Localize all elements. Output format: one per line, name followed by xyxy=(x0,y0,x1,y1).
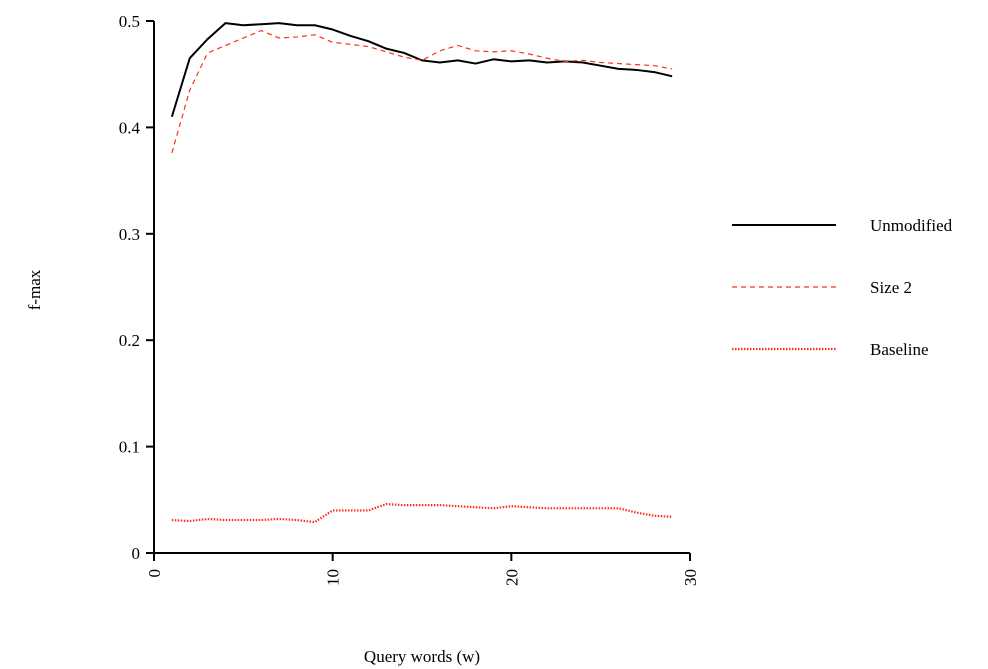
y-tick-label: 0.5 xyxy=(119,12,140,31)
axes xyxy=(153,21,690,554)
series-line-size-2 xyxy=(171,29,673,154)
legend-label-unmodified: Unmodified xyxy=(870,216,953,235)
legend: Unmodified Size 2 Baseline xyxy=(732,216,953,359)
x-tick-label: 20 xyxy=(502,569,521,586)
y-tick-label: 0.3 xyxy=(119,225,140,244)
y-tick-label: 0.4 xyxy=(119,118,141,137)
series-line-baseline xyxy=(171,502,673,524)
x-tick-label: 10 xyxy=(324,569,343,586)
plot-lines xyxy=(170,22,673,524)
y-tick-label: 0.1 xyxy=(119,438,140,457)
x-tick-label: 0 xyxy=(145,569,164,578)
series-line-unmodified xyxy=(170,22,673,118)
y-tick-label: 0.2 xyxy=(119,331,140,350)
x-tick-label: 30 xyxy=(681,569,700,586)
legend-label-baseline: Baseline xyxy=(870,340,929,359)
ticks: 0 0.1 0.2 0.3 0.4 0.5 0 10 20 30 xyxy=(119,12,700,586)
y-tick-label: 0 xyxy=(132,544,141,563)
y-axis-title: f-max xyxy=(25,269,44,310)
x-axis-title: Query words (w) xyxy=(364,647,480,666)
legend-label-size-2: Size 2 xyxy=(870,278,912,297)
